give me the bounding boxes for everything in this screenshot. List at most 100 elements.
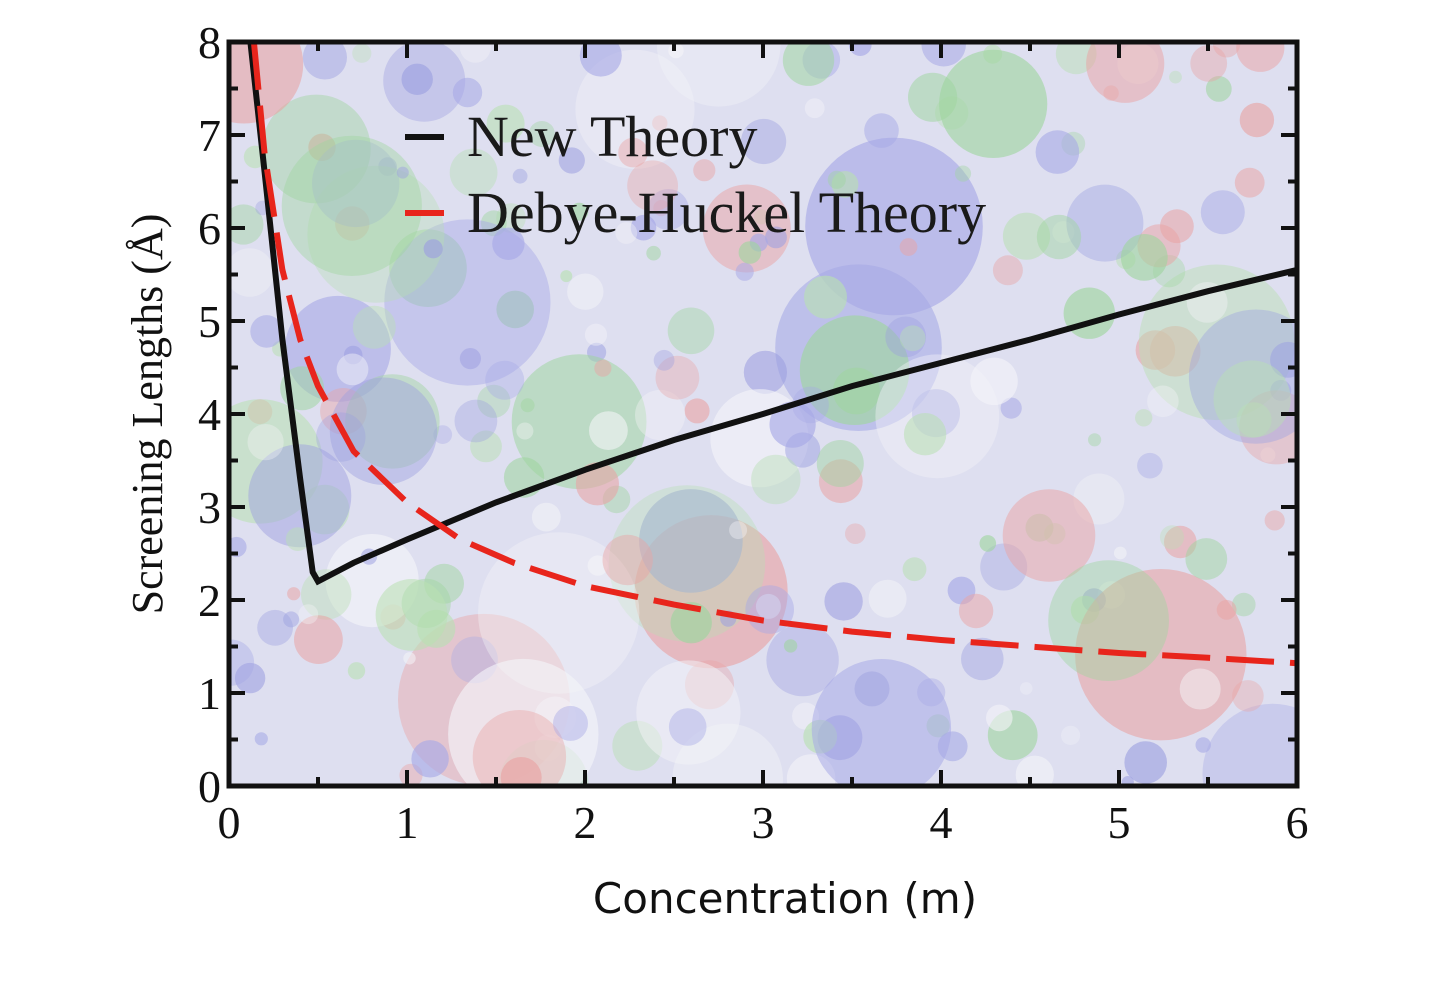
y-tick-label: 8: [198, 17, 221, 68]
background-molecule: [668, 708, 707, 746]
background-molecule: [496, 203, 526, 233]
x-tick-label: 1: [396, 797, 419, 848]
background-molecule: [1164, 525, 1197, 559]
axis-ticks: [227, 40, 1299, 788]
background-molecule: [492, 227, 525, 260]
background-molecule: [783, 639, 798, 653]
background-molecule: [653, 200, 670, 217]
background-molecule: [630, 214, 657, 241]
background-molecule: [1202, 703, 1297, 786]
background-molecule: [1137, 452, 1163, 479]
background-molecule: [1239, 390, 1297, 465]
background-molecule: [961, 637, 1004, 681]
background-molecule: [329, 377, 438, 485]
x-tick-label: 6: [1286, 797, 1309, 848]
background-molecule: [1264, 510, 1285, 531]
background-molecule: [485, 360, 525, 400]
background-molecule: [500, 757, 542, 786]
series-line-debye-huckel: [250, 42, 1297, 667]
background-molecule: [560, 270, 573, 283]
background-molecule: [531, 502, 561, 532]
background-molecule: [745, 585, 794, 634]
background-molecule: [378, 157, 397, 176]
background-molecule: [347, 662, 366, 680]
background-molecule: [1066, 184, 1144, 262]
background-molecule: [308, 133, 336, 161]
background-molecule: [389, 229, 467, 307]
background-molecule: [448, 658, 599, 786]
background-molecule: [1052, 221, 1075, 244]
background-molecule: [567, 273, 604, 310]
y-tick-labels: 0 1 2 3 4 5 6 7 8: [198, 17, 221, 812]
background-molecule: [818, 459, 863, 504]
background-molecule: [937, 731, 968, 762]
background-molecule: [1138, 264, 1295, 421]
background-molecule: [729, 521, 748, 540]
legend-label-debye-huckel: Debye-Huckel Theory: [467, 180, 986, 245]
background-molecule: [459, 348, 481, 370]
background-molecule: [738, 241, 762, 264]
background-molecule: [702, 184, 791, 273]
background-molecule: [320, 388, 367, 435]
background-molecule: [1190, 45, 1228, 82]
background-molecule: [229, 639, 255, 686]
background-molecule: [352, 305, 396, 349]
background-molecule: [528, 121, 555, 147]
x-tick-label: 5: [1108, 797, 1131, 848]
y-tick-label: 2: [198, 575, 221, 626]
background-molecule: [693, 159, 716, 182]
background-molecule: [743, 350, 788, 394]
background-molecule: [287, 587, 301, 601]
background-molecule: [1216, 599, 1237, 620]
background-molecule: [864, 113, 899, 148]
background-molecule: [403, 652, 416, 665]
background-molecule: [477, 384, 511, 418]
background-molecule: [1185, 538, 1228, 580]
background-molecule: [627, 160, 678, 212]
background-molecule: [1260, 447, 1276, 463]
background-molecule: [302, 42, 347, 80]
series-line-new-theory: [247, 42, 1297, 586]
background-molecule: [804, 98, 825, 119]
background-molecule: [584, 323, 608, 346]
background-molecule: [1061, 725, 1081, 746]
background-molecule: [512, 168, 528, 184]
background-molecule: [579, 42, 622, 77]
background-molecule: [486, 104, 525, 143]
background-molecule: [735, 262, 754, 281]
background-molecule: [396, 166, 409, 179]
y-tick-label: 3: [198, 482, 221, 533]
background-molecule: [1135, 409, 1153, 427]
background-molecule: [618, 137, 648, 168]
background-molecule: [312, 139, 400, 228]
background-molecule: [1169, 70, 1182, 84]
background-molecule: [229, 248, 274, 297]
background-molecule: [247, 424, 284, 461]
background-molecule: [1002, 212, 1051, 260]
background-molecule: [472, 710, 567, 786]
background-molecule: [824, 582, 863, 621]
background-molecule: [480, 210, 507, 237]
background-molecule: [558, 147, 585, 174]
background-molecule: [343, 345, 363, 365]
background-molecule: [335, 206, 370, 241]
background-molecule: [511, 354, 647, 490]
background-molecule: [384, 219, 551, 386]
background-molecule: [899, 325, 926, 352]
background-molecule: [478, 532, 640, 694]
background-molecule: [298, 604, 319, 625]
background-molecule: [470, 430, 502, 463]
background-molecule: [1213, 360, 1291, 438]
background-molecule: [1159, 525, 1185, 550]
x-tick-label: 2: [574, 797, 597, 848]
background-molecule: [553, 705, 588, 741]
background-molecule: [516, 422, 534, 440]
background-molecule: [1200, 190, 1245, 235]
background-molecule: [816, 440, 864, 487]
background-molecule: [653, 349, 675, 371]
background-molecule: [229, 204, 264, 245]
background-molecule: [804, 275, 847, 319]
background-molecule: [401, 63, 433, 95]
background-molecule: [459, 42, 491, 63]
